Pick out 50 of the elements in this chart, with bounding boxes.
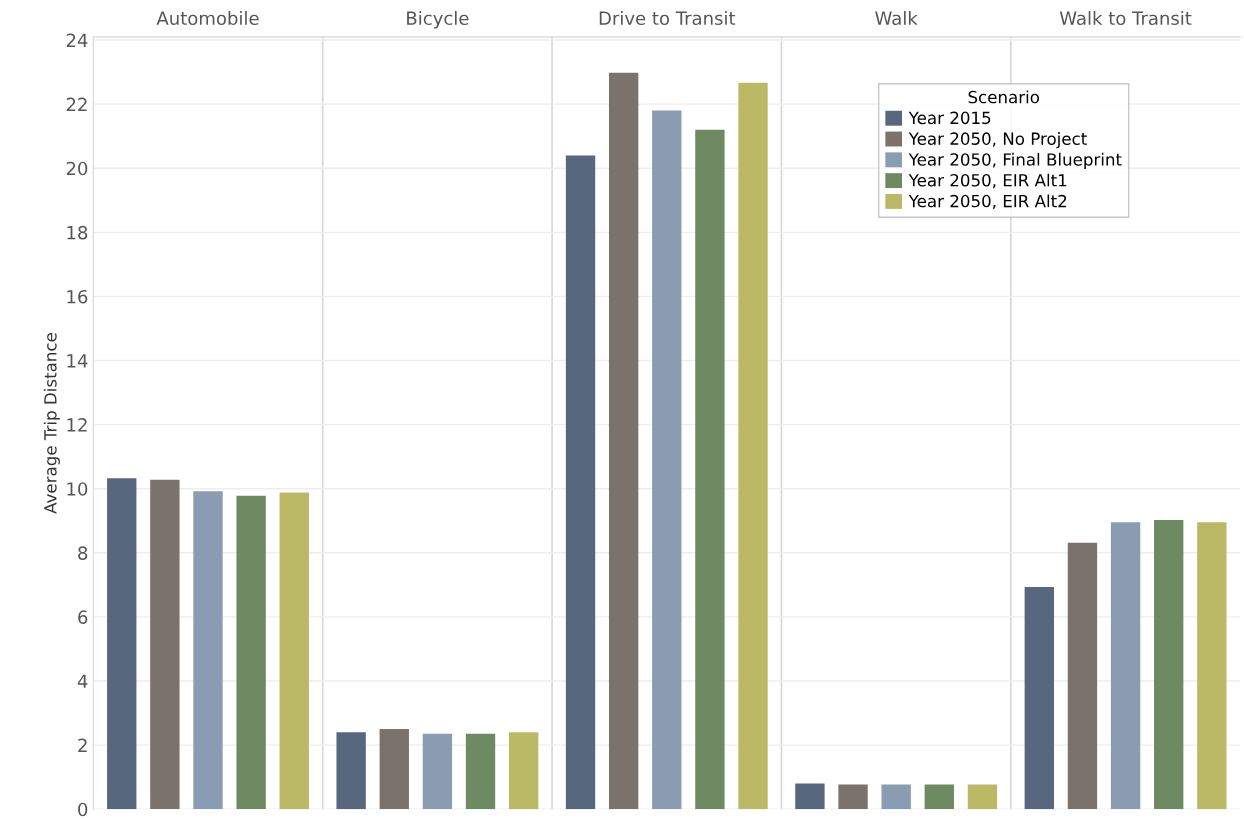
y-axis-title: Average Trip Distance [43,333,60,514]
y-tick-label: 20 [66,161,88,176]
y-tick-label: 22 [66,97,87,112]
x-tick-label: Walk to Transit [1059,11,1192,26]
bar [1110,522,1141,810]
y-tick-label: 14 [67,354,88,368]
bar [738,82,768,810]
bar [695,129,725,810]
legend-label: Year 2015 [908,111,991,125]
y-tick-label: 0 [78,802,88,817]
bar [508,732,539,810]
bar [924,784,954,810]
bar [608,72,639,810]
y-tick-label: 6 [78,610,88,625]
y-tick-label: 4 [77,674,88,688]
bar [379,729,409,810]
legend-title: Scenario [968,90,1040,104]
bar [422,733,453,810]
x-tick-label: Drive to Transit [599,11,736,26]
y-tick-label: 16 [67,289,88,304]
bar [236,495,266,810]
x-tick-label: Bicycle [407,11,469,29]
bar [1154,520,1184,810]
bar [795,783,825,810]
legend-label: Year 2050, No Project [908,132,1087,149]
bar [150,479,180,810]
y-tick-label: 24 [66,33,88,47]
bar [652,110,682,810]
bar [881,784,911,810]
bar [465,733,496,810]
bar [1024,587,1054,810]
bar [107,478,137,810]
y-tick-label: 10 [67,482,88,496]
bar [279,492,309,810]
y-tick-label: 18 [67,225,88,240]
x-tick-label: Walk [875,11,918,26]
y-tick-label: 2 [78,738,87,752]
bar [1067,542,1098,810]
legend-label: Year 2050, EIR Alt1 [908,173,1067,189]
x-tick-label: Automobile [156,11,259,26]
bar [565,155,596,810]
bar [838,784,868,810]
y-tick-label: 12 [67,418,87,432]
bar [193,491,223,810]
bar [1197,522,1227,810]
legend-label: Year 2050, EIR Alt2 [908,194,1067,210]
bar [336,732,366,810]
legend-label: Year 2050, Final Blueprint [908,152,1122,169]
y-tick-label: 8 [78,546,88,560]
bar [967,784,998,810]
